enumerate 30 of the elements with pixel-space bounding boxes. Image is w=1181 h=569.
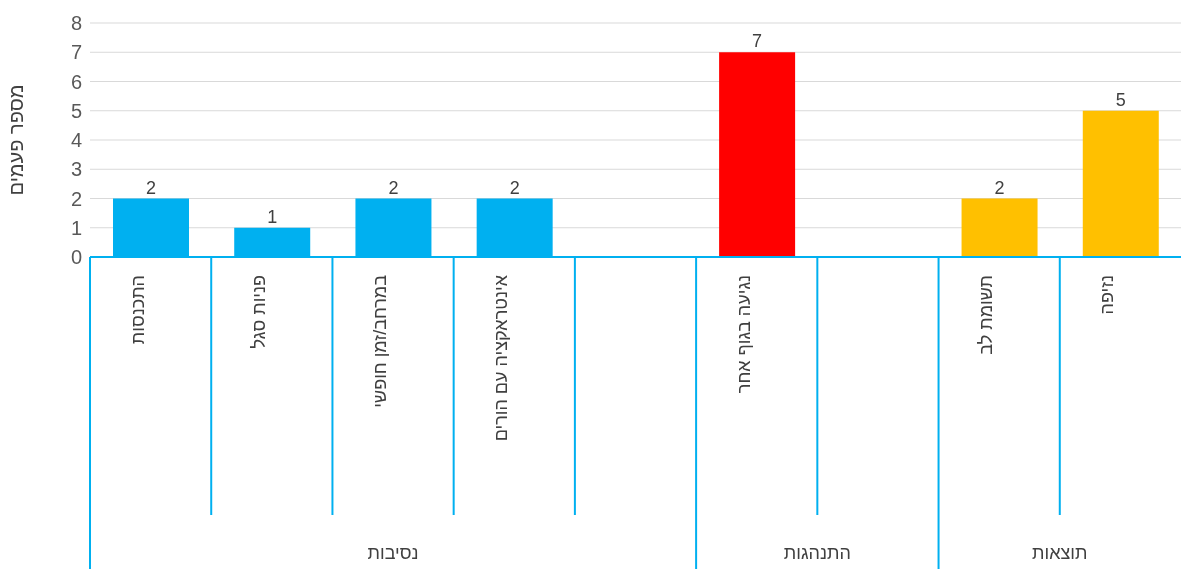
x-tick-label: תשומת לב — [976, 275, 997, 355]
text: נסיבות — [367, 543, 419, 563]
data-label: 5 — [1115, 89, 1126, 110]
bar — [1082, 110, 1159, 257]
y-tick-label: 3 — [70, 158, 82, 181]
y-tick-label: 5 — [70, 99, 82, 122]
x-tick-label: פניות סגל — [248, 275, 269, 349]
data-label: 2 — [145, 177, 157, 198]
data-label: 7 — [752, 31, 763, 52]
data-label: 2 — [994, 177, 1005, 198]
y-tick-label: 2 — [70, 187, 82, 210]
y-tick-label: 6 — [70, 70, 82, 93]
text: תוצאות — [1032, 543, 1088, 563]
x-tick-label: התכנסות — [127, 275, 148, 345]
x-tick-label: אינטראקציה עם הורים — [491, 274, 512, 442]
data-label: 1 — [267, 206, 278, 227]
y-tick-label: 4 — [70, 129, 82, 152]
x-tick-label: נזיפה — [1097, 275, 1118, 315]
data-label: 2 — [388, 177, 399, 198]
x-tick-label: נגיעה בגוף אחר — [733, 275, 754, 394]
y-tick-label: 8 — [70, 12, 82, 35]
bar — [719, 52, 796, 257]
data-label: 2 — [509, 177, 520, 198]
y-tick-label: 1 — [70, 216, 82, 239]
text: התנהגות — [783, 543, 851, 563]
bar — [961, 198, 1038, 257]
y-axis-title: מספר פעמים — [5, 84, 28, 196]
x-tick-label: במרחב/זמן חופשי — [370, 274, 391, 408]
y-tick-label: 7 — [70, 41, 82, 64]
y-tick-label: 0 — [70, 246, 82, 269]
